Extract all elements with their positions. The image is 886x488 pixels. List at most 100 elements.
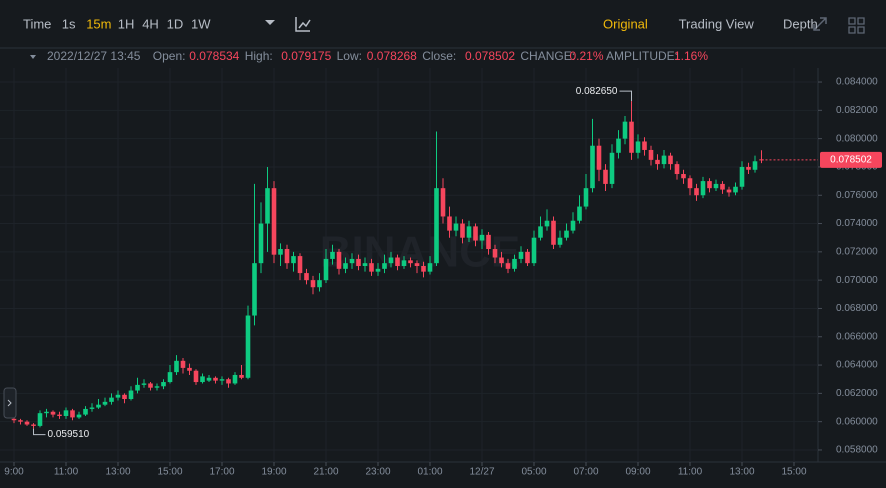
view-button[interactable]: Original <box>603 16 648 31</box>
candle-body <box>297 256 303 274</box>
candle-body <box>174 360 179 373</box>
collapse-arrow[interactable] <box>30 55 36 59</box>
candle-body <box>707 181 712 189</box>
header-label: High: <box>245 49 273 63</box>
fullscreen-icon[interactable] <box>813 17 827 31</box>
layout-icon[interactable] <box>848 17 865 34</box>
x-tick-label: 13:00 <box>105 467 130 478</box>
header-label: AMPLITUDE: <box>606 49 678 63</box>
candle-body <box>89 407 95 409</box>
interval-button[interactable]: 1H <box>118 16 135 31</box>
candle-body <box>265 188 270 224</box>
candle-body <box>206 377 212 381</box>
candle-body <box>408 260 413 264</box>
candles <box>11 101 764 429</box>
interval-button[interactable]: 1s <box>62 16 76 31</box>
candle-body <box>148 383 153 388</box>
candle-body <box>739 166 745 187</box>
candle-body <box>473 226 478 241</box>
candle-body <box>135 384 140 391</box>
candle-body <box>239 374 244 378</box>
header-value: 0.078534 <box>189 49 239 63</box>
candle-body <box>128 390 134 400</box>
candle-body <box>440 188 446 217</box>
candle-body <box>310 280 316 288</box>
candle-body <box>603 169 608 184</box>
x-tick-label: 05:00 <box>521 467 546 478</box>
max-marker <box>619 90 632 102</box>
ui: Time 1s 15m 1H 4H 1D 1W Original Trading View Dep… <box>3 16 865 419</box>
header-label: Low: <box>337 49 362 63</box>
candle-body <box>37 413 43 426</box>
candle-body <box>590 145 595 189</box>
candle-body <box>356 258 361 266</box>
candle-body <box>252 263 257 316</box>
y-tick-label: 0.082000 <box>836 105 878 116</box>
candle-body <box>453 223 459 231</box>
candle-body <box>421 266 426 272</box>
candle-body <box>154 386 160 388</box>
x-tick-label: 19:00 <box>261 467 286 478</box>
interval-button[interactable]: 1D <box>167 16 184 31</box>
candle-body <box>401 260 407 266</box>
interval-button[interactable]: 1W <box>191 16 211 31</box>
header-label: CHANGE: <box>520 49 575 63</box>
x-tick-label: 11:00 <box>54 467 79 478</box>
x-tick-label: 09:00 <box>625 467 650 478</box>
candle-body <box>167 372 173 383</box>
candle-body <box>245 315 251 378</box>
candle-body <box>746 166 751 170</box>
interval-button[interactable]: 15m <box>86 16 111 31</box>
candle-body <box>531 237 537 264</box>
candle-body <box>213 377 218 381</box>
candle-body <box>518 251 524 259</box>
x-tick-label: 21:00 <box>313 467 338 478</box>
candle-body <box>102 401 108 405</box>
x-tick-label: 15:00 <box>157 467 182 478</box>
candle-body <box>57 414 62 417</box>
candle-body <box>109 397 114 402</box>
candle-body <box>479 234 485 241</box>
candle-body <box>284 249 290 264</box>
candle-body <box>434 188 439 264</box>
y-tick-label: 0.070000 <box>836 275 878 286</box>
candle-body <box>291 256 296 264</box>
candle-body <box>557 237 563 245</box>
candle-body <box>466 226 472 238</box>
candle-body <box>616 138 621 153</box>
candle-body <box>577 206 582 221</box>
side-toggle[interactable] <box>3 387 17 419</box>
y-tick-label: 0.072000 <box>836 246 878 257</box>
view-button[interactable]: Depth <box>783 16 818 31</box>
y-tick-label: 0.074000 <box>836 218 878 229</box>
candle-body <box>304 273 309 281</box>
indicator-icon[interactable] <box>295 17 311 32</box>
x-tick-label: 23:00 <box>365 467 390 478</box>
y-tick-label: 0.068000 <box>836 303 878 314</box>
candle-body <box>681 174 686 179</box>
candle-body <box>694 188 699 196</box>
candle-body <box>122 394 127 400</box>
interval-button[interactable]: 4H <box>142 16 159 31</box>
candle-body <box>343 263 348 269</box>
candle-body <box>115 394 121 398</box>
candle-body <box>752 161 758 170</box>
candle-body <box>232 374 238 384</box>
candle-body <box>551 220 556 245</box>
y-tick-label: 0.080000 <box>836 133 878 144</box>
candle-body <box>96 404 101 408</box>
view-button[interactable]: Trading View <box>679 16 755 31</box>
candle-body <box>200 376 205 383</box>
interval-dropdown[interactable] <box>265 20 275 25</box>
candle-body <box>83 408 88 415</box>
candle-body <box>362 263 368 266</box>
candle-body <box>50 411 56 415</box>
candle-body <box>141 383 147 385</box>
candle-body <box>187 367 192 371</box>
interval-button[interactable]: Time <box>23 16 51 31</box>
candle-body <box>11 418 17 421</box>
candle-body <box>180 360 186 368</box>
candle-body <box>668 155 673 165</box>
